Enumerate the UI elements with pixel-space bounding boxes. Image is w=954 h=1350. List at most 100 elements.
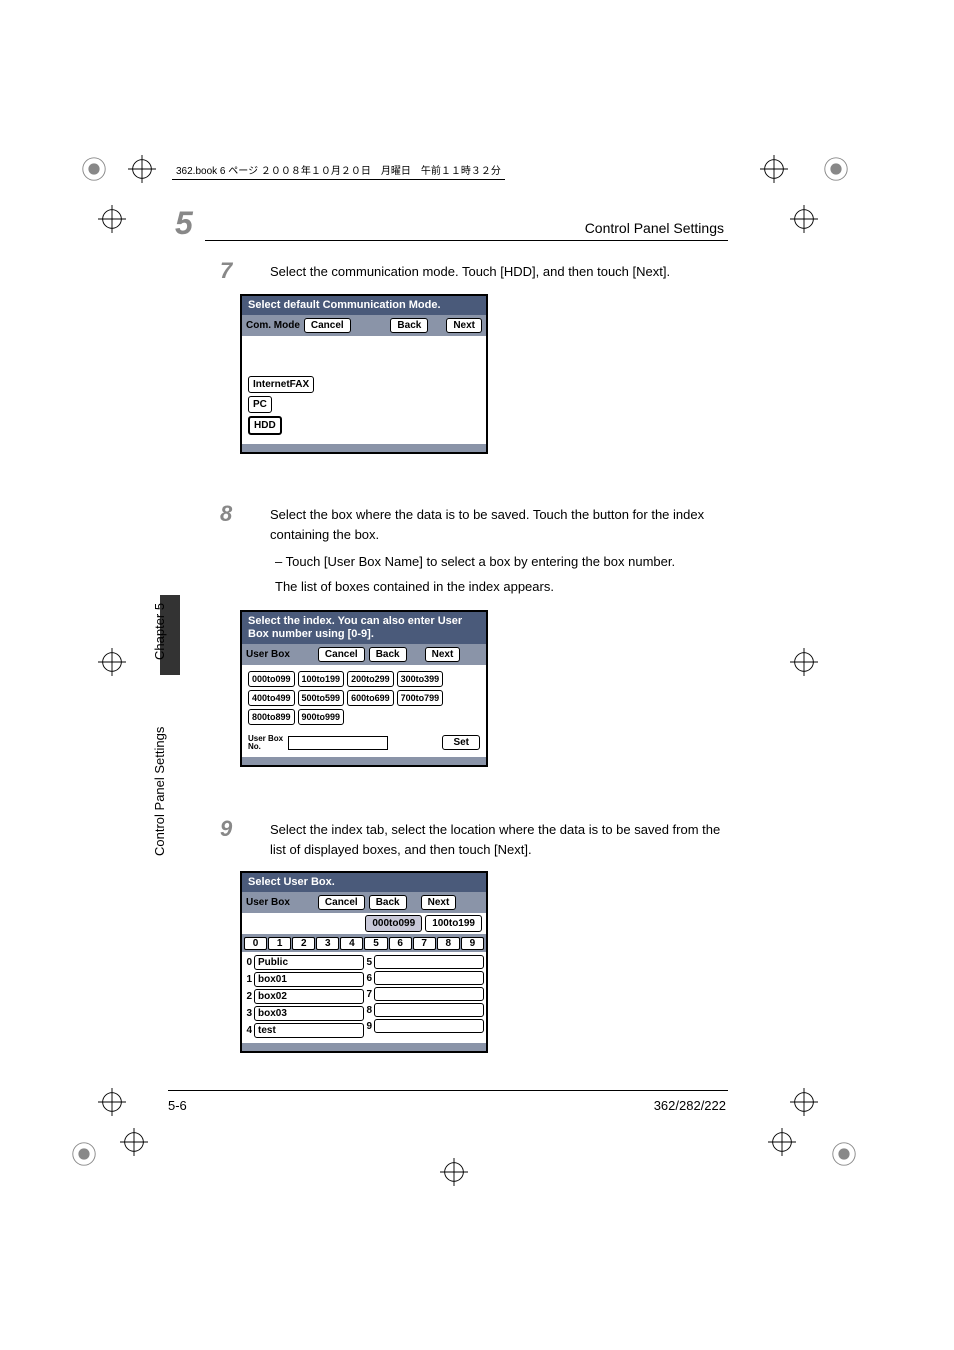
index-button[interactable]: 200to299 <box>347 671 394 687</box>
box-name[interactable]: Public <box>254 955 364 970</box>
box-num: 4 <box>244 1025 252 1036</box>
print-mark-icon <box>790 1088 818 1116</box>
box-name[interactable] <box>374 955 484 969</box>
toolbar-label: Com. Mode <box>246 320 300 331</box>
cancel-button[interactable]: Cancel <box>318 647 365 662</box>
toolbar-label: User Box <box>246 649 290 660</box>
panel-toolbar: User Box Cancel Back Next <box>242 644 486 665</box>
panel-title: Select the index. You can also enter Use… <box>242 612 486 644</box>
range-button[interactable]: 000to099 <box>365 915 422 932</box>
mode-pc[interactable]: PC <box>248 396 272 413</box>
range-row: 000to099 100to199 <box>242 913 486 935</box>
toolbar-label: User Box <box>246 897 290 908</box>
index-button[interactable]: 700to799 <box>397 690 444 706</box>
print-mark-icon <box>80 155 108 183</box>
header-title: Control Panel Settings <box>585 220 724 236</box>
box-list: 0Public 1box01 2box02 3box03 4test 5 6 7… <box>242 952 486 1043</box>
box-num: 0 <box>244 957 252 968</box>
digit-button[interactable]: 0 <box>244 937 267 950</box>
print-mark-icon <box>790 205 818 233</box>
print-mark-icon <box>120 1128 148 1156</box>
print-mark-icon <box>440 1158 468 1186</box>
index-button[interactable]: 000to099 <box>248 671 295 687</box>
back-button[interactable]: Back <box>369 647 407 662</box>
box-num: 7 <box>364 989 372 1000</box>
range-button[interactable]: 100to199 <box>425 915 482 932</box>
panel-body: 000to099 100to199 200to299 300to399 400t… <box>242 665 486 757</box>
box-name[interactable] <box>374 1019 484 1033</box>
mode-hdd[interactable]: HDD <box>248 416 282 435</box>
cancel-button[interactable]: Cancel <box>318 895 365 910</box>
step-number: 8 <box>220 501 232 527</box>
box-num: 1 <box>244 974 252 985</box>
set-button[interactable]: Set <box>442 735 480 750</box>
print-mark-icon <box>98 648 126 676</box>
step-subtext: – Touch [User Box Name] to select a box … <box>290 552 730 573</box>
side-section-label: Control Panel Settings <box>152 727 167 856</box>
cancel-button[interactable]: Cancel <box>304 318 351 333</box>
next-button[interactable]: Next <box>421 895 457 910</box>
box-num: 5 <box>364 957 372 968</box>
header-rule <box>205 240 728 241</box>
index-panel: Select the index. You can also enter Use… <box>240 610 488 767</box>
print-mark-icon <box>830 1140 858 1168</box>
panel-footer <box>242 757 486 765</box>
index-button[interactable]: 800to899 <box>248 709 295 725</box>
mode-internetfax[interactable]: InternetFAX <box>248 376 314 393</box>
index-button[interactable]: 400to499 <box>248 690 295 706</box>
panel-toolbar: Com. Mode Cancel Back Next <box>242 315 486 336</box>
digit-button[interactable]: 8 <box>437 937 460 950</box>
step-number: 7 <box>220 258 232 284</box>
side-chapter-label: Chapter 5 <box>152 603 167 660</box>
box-num: 8 <box>364 1005 372 1016</box>
panel-footer <box>242 444 486 452</box>
step-number: 9 <box>220 816 232 842</box>
userbox-panel: Select User Box. User Box Cancel Back Ne… <box>240 871 488 1053</box>
digit-button[interactable]: 1 <box>268 937 291 950</box>
step-text: Select the communication mode. Touch [HD… <box>270 262 730 282</box>
index-button[interactable]: 600to699 <box>347 690 394 706</box>
userbox-no-field[interactable] <box>288 736 388 750</box>
step-text: Select the index tab, select the locatio… <box>270 820 730 859</box>
box-name[interactable]: box03 <box>254 1006 364 1021</box>
box-name[interactable]: test <box>254 1023 364 1038</box>
index-button[interactable]: 300to399 <box>397 671 444 687</box>
panel-title: Select default Communication Mode. <box>242 296 486 315</box>
print-mark-icon <box>822 155 850 183</box>
chapter-number: 5 <box>175 205 193 242</box>
print-mark-icon <box>70 1140 98 1168</box>
digit-button[interactable]: 6 <box>389 937 412 950</box>
index-button[interactable]: 900to999 <box>298 709 345 725</box>
box-num: 9 <box>364 1021 372 1032</box>
digit-button[interactable]: 5 <box>364 937 387 950</box>
print-mark-icon <box>98 1088 126 1116</box>
box-num: 2 <box>244 991 252 1002</box>
digit-button[interactable]: 4 <box>340 937 363 950</box>
next-button[interactable]: Next <box>425 647 461 662</box>
panel-body: InternetFAX PC HDD <box>242 336 486 444</box>
back-button[interactable]: Back <box>369 895 407 910</box>
digit-row: 0 1 2 3 4 5 6 7 8 9 <box>242 935 486 952</box>
next-button[interactable]: Next <box>446 318 482 333</box>
box-name[interactable] <box>374 987 484 1001</box>
box-name[interactable]: box01 <box>254 972 364 987</box>
index-button[interactable]: 500to599 <box>298 690 345 706</box>
panel-toolbar: User Box Cancel Back Next <box>242 892 486 913</box>
step-follow-text: The list of boxes contained in the index… <box>275 577 730 598</box>
digit-button[interactable]: 7 <box>413 937 436 950</box>
back-button[interactable]: Back <box>390 318 428 333</box>
digit-button[interactable]: 3 <box>316 937 339 950</box>
step-text: Select the box where the data is to be s… <box>270 505 730 544</box>
print-mark-icon <box>128 155 156 183</box>
digit-button[interactable]: 2 <box>292 937 315 950</box>
print-mark-icon <box>768 1128 796 1156</box>
digit-button[interactable]: 9 <box>461 937 484 950</box>
footer-page: 5-6 <box>168 1098 187 1113</box>
panel-title: Select User Box. <box>242 873 486 892</box>
box-name[interactable] <box>374 971 484 985</box>
footer-rule <box>168 1090 728 1091</box>
panel-footer <box>242 1043 486 1051</box>
box-name[interactable]: box02 <box>254 989 364 1004</box>
index-button[interactable]: 100to199 <box>298 671 345 687</box>
box-name[interactable] <box>374 1003 484 1017</box>
